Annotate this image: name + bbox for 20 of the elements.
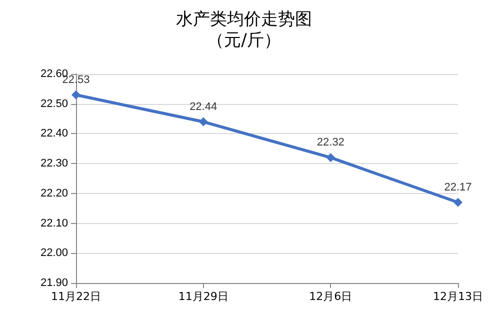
point: [454, 198, 462, 207]
x-tick-label: 11月22日: [51, 290, 101, 303]
data-label: 22.44: [190, 100, 218, 113]
point: [198, 117, 208, 126]
data-label: 22.32: [316, 136, 344, 149]
chart-title: 水产类均价走势图: [176, 10, 312, 30]
point: [326, 153, 336, 162]
y-tick-label: 22.00: [40, 247, 68, 260]
y-tick-label: 22.20: [40, 187, 68, 200]
y-tick-label: 22.30: [40, 158, 68, 170]
x-tick-label: 11月29日: [178, 290, 228, 303]
y-tick-label: 22.10: [40, 217, 68, 230]
y-tick-label: 22.50: [40, 98, 68, 110]
x-tick-label: 12月6日: [309, 290, 352, 303]
y-tick-label: 22.40: [40, 128, 68, 140]
x-tick-label: 12月13日: [433, 290, 483, 303]
y-tick-label: 21.90: [40, 277, 68, 289]
data-label: 22.17: [444, 181, 472, 194]
point: [72, 90, 80, 100]
chart-subtitle: （元/斤）: [207, 30, 281, 50]
